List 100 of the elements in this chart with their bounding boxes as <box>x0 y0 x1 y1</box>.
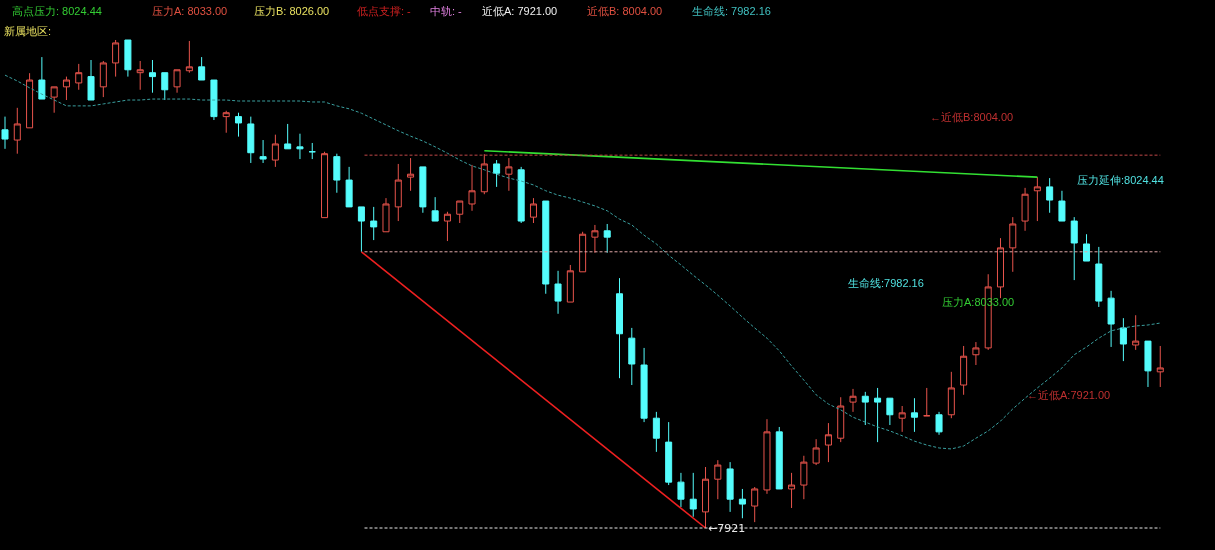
candlestick <box>26 72 34 129</box>
text: 高点压力: 8024.44 <box>12 5 102 17</box>
candlestick <box>1083 233 1091 262</box>
candlestick <box>407 157 415 192</box>
text: 压力A: 8033.00 <box>152 5 228 17</box>
candlestick <box>1132 314 1140 351</box>
candlestick <box>689 472 697 518</box>
candlestick <box>136 60 144 91</box>
candlestick <box>62 76 70 101</box>
candlestick <box>1070 216 1078 281</box>
candlestick <box>198 56 206 81</box>
candlestick <box>124 39 132 78</box>
candlestick <box>284 123 292 150</box>
candlestick <box>1033 176 1041 222</box>
candlestick <box>493 159 501 188</box>
candlestick <box>517 166 525 224</box>
candlestick <box>837 396 845 443</box>
candlestick <box>75 63 83 91</box>
candlestick <box>1009 216 1017 273</box>
text: 低点支撑: - <box>357 5 412 17</box>
candlestick <box>726 461 734 513</box>
candlestick <box>861 391 869 426</box>
candlestick <box>615 277 624 379</box>
candlestick <box>935 411 943 436</box>
candlestick <box>566 264 574 303</box>
candlestick <box>112 39 120 78</box>
candlestick <box>1119 317 1127 362</box>
candlestick <box>1021 187 1029 232</box>
candlestick <box>947 371 955 419</box>
candlestick <box>247 116 255 164</box>
ref-line-label: ←7921 <box>708 522 746 535</box>
candlestick <box>554 270 562 315</box>
candlestick <box>910 397 918 433</box>
candlestick <box>800 455 808 500</box>
candlestick <box>652 411 660 453</box>
candlestick <box>235 112 243 138</box>
annotation: 压力延伸:8024.44 <box>1077 174 1164 186</box>
candlestick <box>628 327 636 386</box>
candlestick <box>603 223 611 254</box>
candlestick <box>898 405 906 433</box>
text: 新属地区: <box>4 25 52 37</box>
candlestick <box>714 459 722 500</box>
candlestick <box>775 426 783 490</box>
candlestick <box>812 438 820 466</box>
candlestick <box>1107 290 1115 348</box>
text: 压力B: 8026.00 <box>254 5 330 17</box>
candlestick <box>788 472 796 509</box>
candlestick <box>591 224 599 254</box>
candlestick <box>321 151 329 219</box>
candlestick <box>210 79 218 121</box>
candlestick <box>259 139 267 164</box>
candlestick <box>87 59 95 101</box>
candlestick <box>382 197 390 233</box>
candlestick <box>222 110 230 134</box>
candlestick <box>271 134 279 168</box>
candlestick <box>665 421 673 486</box>
candlestick <box>824 422 832 463</box>
candlestick <box>677 472 685 508</box>
candlestick <box>738 488 746 519</box>
candlestick <box>345 166 353 208</box>
candlestick <box>468 164 476 212</box>
candlestick <box>1046 177 1054 214</box>
candlestick <box>640 347 648 423</box>
candlestick <box>542 200 550 295</box>
candlestick <box>173 69 181 94</box>
candlestick <box>480 153 488 195</box>
text: 近低B: 8004.00 <box>587 5 663 17</box>
candlestick <box>357 206 365 253</box>
candlestick <box>431 196 439 222</box>
candlestick <box>370 206 378 241</box>
candlestick <box>394 163 402 222</box>
candlestick <box>456 200 464 224</box>
annotation: 生命线:7982.16 <box>848 277 924 289</box>
candlestick <box>50 86 58 114</box>
candlestick <box>185 40 193 74</box>
candlestick <box>443 211 451 242</box>
candlestick <box>960 345 968 396</box>
candlestick <box>505 157 513 192</box>
candlestick <box>886 397 894 426</box>
candlestick <box>923 387 931 417</box>
candlestick <box>13 107 21 155</box>
candlestick <box>1 116 9 150</box>
candlestick <box>1156 345 1164 388</box>
candlestick <box>996 237 1004 299</box>
text: 生命线: 7982.16 <box>692 5 771 17</box>
candlestick <box>308 142 316 160</box>
candlestick <box>972 341 980 366</box>
candlestick <box>161 72 169 101</box>
candlestick <box>1095 246 1103 308</box>
candlestick <box>751 486 759 523</box>
candlestick <box>38 56 46 100</box>
candlestick <box>1144 340 1152 388</box>
candlestick <box>99 60 107 98</box>
text: 近低A: 7921.00 <box>482 5 558 17</box>
candlestick <box>763 418 771 495</box>
annotation: ←近低B:8004.00 <box>930 111 1014 123</box>
candlestick <box>529 197 537 224</box>
annotation: ←近低A:7921.00 <box>1027 389 1111 401</box>
candlestick <box>702 466 710 529</box>
candlestick <box>579 231 587 273</box>
